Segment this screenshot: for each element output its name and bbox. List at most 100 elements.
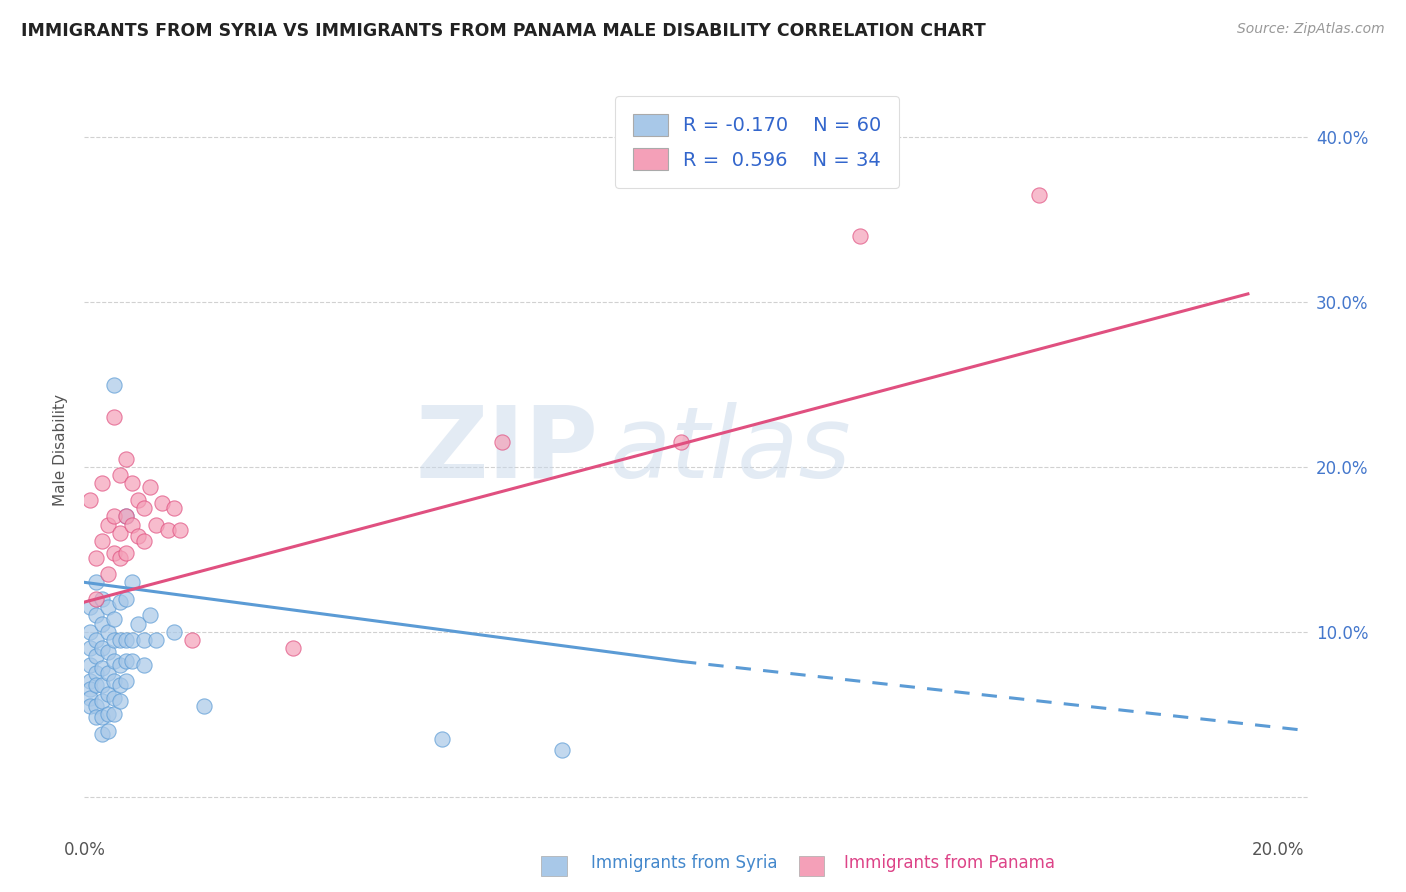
Point — [121, 655, 143, 669]
Point — [91, 727, 114, 741]
Point — [108, 468, 131, 483]
Point — [132, 501, 155, 516]
Point — [108, 595, 131, 609]
Point — [91, 591, 114, 606]
Point — [97, 600, 120, 615]
Point — [121, 633, 143, 648]
Point — [145, 517, 167, 532]
Point — [121, 575, 143, 590]
Point — [115, 591, 138, 606]
Point — [79, 698, 101, 713]
Point — [283, 641, 305, 656]
Point — [79, 641, 101, 656]
Point — [156, 523, 179, 537]
Point — [193, 698, 215, 713]
Point — [139, 480, 162, 494]
Text: IMMIGRANTS FROM SYRIA VS IMMIGRANTS FROM PANAMA MALE DISABILITY CORRELATION CHAR: IMMIGRANTS FROM SYRIA VS IMMIGRANTS FROM… — [21, 22, 986, 40]
Point — [103, 707, 125, 722]
Point — [127, 492, 149, 507]
Point — [97, 644, 120, 658]
Point — [849, 229, 872, 244]
Point — [163, 501, 186, 516]
Point — [121, 517, 143, 532]
Point — [115, 509, 138, 524]
Point — [432, 731, 454, 746]
Point — [97, 517, 120, 532]
Text: ZIP: ZIP — [415, 402, 598, 499]
Point — [132, 534, 155, 549]
Point — [84, 608, 107, 623]
Point — [79, 674, 101, 689]
Point — [115, 546, 138, 560]
Point — [79, 624, 101, 639]
Point — [551, 743, 574, 757]
Point — [84, 698, 107, 713]
Point — [84, 591, 107, 606]
Point — [127, 616, 149, 631]
Point — [491, 435, 513, 450]
Point — [84, 710, 107, 724]
Point — [132, 657, 155, 672]
Point — [97, 567, 120, 582]
Point — [108, 525, 131, 540]
Point — [103, 377, 125, 392]
Point — [79, 492, 101, 507]
Point — [108, 694, 131, 708]
Point — [132, 633, 155, 648]
Point — [150, 496, 173, 510]
Point — [97, 723, 120, 738]
Point — [108, 550, 131, 565]
Point — [84, 649, 107, 664]
Point — [103, 611, 125, 625]
Point — [84, 575, 107, 590]
Point — [121, 476, 143, 491]
Point — [97, 665, 120, 680]
Point — [163, 624, 186, 639]
Point — [91, 710, 114, 724]
Point — [79, 690, 101, 705]
Point — [84, 550, 107, 565]
Point — [84, 665, 107, 680]
Point — [180, 633, 202, 648]
Point — [115, 451, 138, 466]
Point — [91, 677, 114, 691]
Point — [115, 674, 138, 689]
Text: Immigrants from Panama: Immigrants from Panama — [844, 855, 1054, 872]
Point — [97, 707, 120, 722]
Point — [108, 633, 131, 648]
Point — [669, 435, 692, 450]
Point — [103, 410, 125, 425]
Point — [91, 476, 114, 491]
Legend: R = -0.170    N = 60, R =  0.596    N = 34: R = -0.170 N = 60, R = 0.596 N = 34 — [616, 96, 898, 188]
Text: Immigrants from Syria: Immigrants from Syria — [591, 855, 778, 872]
Point — [97, 687, 120, 701]
Point — [79, 600, 101, 615]
Point — [97, 624, 120, 639]
Point — [169, 523, 191, 537]
Point — [79, 657, 101, 672]
Point — [91, 534, 114, 549]
Point — [115, 633, 138, 648]
Point — [145, 633, 167, 648]
Y-axis label: Male Disability: Male Disability — [53, 394, 69, 507]
Text: Source: ZipAtlas.com: Source: ZipAtlas.com — [1237, 22, 1385, 37]
Point — [103, 690, 125, 705]
Point — [115, 655, 138, 669]
Point — [1028, 188, 1050, 202]
Point — [79, 682, 101, 697]
Point — [127, 529, 149, 543]
Point — [84, 633, 107, 648]
Point — [103, 509, 125, 524]
Point — [91, 616, 114, 631]
Text: atlas: atlas — [610, 402, 852, 499]
Point — [108, 677, 131, 691]
Point — [91, 661, 114, 675]
Point — [108, 657, 131, 672]
Point — [103, 633, 125, 648]
Point — [139, 608, 162, 623]
Point — [115, 509, 138, 524]
Point — [103, 674, 125, 689]
Point — [91, 641, 114, 656]
Point — [91, 694, 114, 708]
Point — [103, 655, 125, 669]
